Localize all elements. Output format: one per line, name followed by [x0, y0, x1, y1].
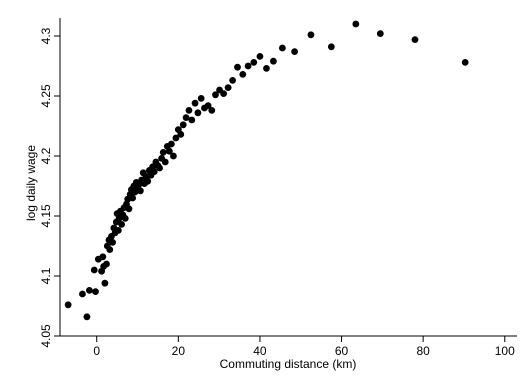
y-tick-label: 4.25: [39, 84, 53, 108]
data-point: [229, 77, 236, 84]
data-point: [90, 266, 98, 274]
data-point: [156, 164, 163, 172]
data-point: [177, 131, 185, 138]
data-point: [79, 290, 86, 298]
data-point: [114, 227, 122, 234]
data-point: [411, 36, 419, 43]
data-point: [161, 158, 169, 166]
data-point: [170, 152, 177, 160]
data-point: [83, 313, 91, 321]
data-point: [64, 301, 72, 309]
data-point: [327, 43, 335, 51]
y-axis-title: log daily wage: [24, 145, 38, 221]
y-tick-label: 4.1: [39, 267, 53, 284]
y-tick-label: 4.15: [39, 204, 53, 228]
data-point: [99, 253, 107, 261]
data-point: [144, 177, 152, 185]
data-point: [376, 30, 384, 37]
x-tick-label: 0: [93, 344, 100, 358]
data-point: [150, 168, 158, 176]
data-point: [125, 205, 133, 213]
x-axis-title: Commuting distance (km): [220, 357, 357, 371]
data-point: [172, 134, 180, 142]
data-point: [212, 91, 219, 99]
y-tick-label: 4.05: [39, 324, 53, 348]
data-point: [101, 279, 109, 287]
data-point: [92, 288, 99, 295]
data-point: [208, 107, 216, 114]
data-point: [185, 107, 193, 114]
data-point: [121, 215, 129, 222]
data-point: [256, 53, 264, 60]
data-point: [165, 147, 173, 155]
data-point: [291, 48, 299, 55]
data-point: [129, 194, 137, 202]
data-point: [182, 114, 190, 121]
y-tick-label: 4.3: [39, 27, 53, 44]
data-point: [244, 62, 252, 70]
y-tick-label: 4.2: [39, 147, 53, 164]
data-point: [194, 109, 202, 117]
x-tick-label: 60: [335, 344, 349, 358]
data-point: [85, 287, 93, 294]
data-point: [204, 102, 212, 109]
axes: 0 20 40 60 80 100 4.05 4.1 4.15 4.2 4.25 4.3: [39, 18, 517, 358]
data-point: [109, 239, 117, 246]
data-point: [224, 84, 232, 91]
data-point: [234, 63, 241, 71]
data-point: [220, 90, 228, 97]
data-point: [239, 71, 247, 78]
data-point: [461, 59, 469, 66]
data-point: [167, 140, 175, 148]
data-point: [136, 187, 144, 195]
x-tick-label: 20: [172, 344, 186, 358]
data-point: [188, 116, 196, 124]
x-tick-label: 80: [416, 344, 430, 358]
data-point: [106, 246, 114, 254]
data-point: [103, 260, 110, 268]
data-point: [197, 95, 205, 102]
data-point: [179, 121, 187, 129]
data-point: [270, 57, 277, 65]
data-point: [191, 99, 199, 107]
x-tick-label: 40: [253, 344, 267, 358]
data-point: [278, 44, 286, 52]
data-point: [118, 221, 126, 228]
data-point: [250, 59, 258, 66]
data-points: [64, 20, 469, 321]
data-point: [307, 31, 315, 39]
x-tick-label: 100: [495, 344, 515, 358]
data-point: [352, 20, 360, 28]
data-point: [159, 149, 167, 156]
data-point: [263, 65, 270, 72]
